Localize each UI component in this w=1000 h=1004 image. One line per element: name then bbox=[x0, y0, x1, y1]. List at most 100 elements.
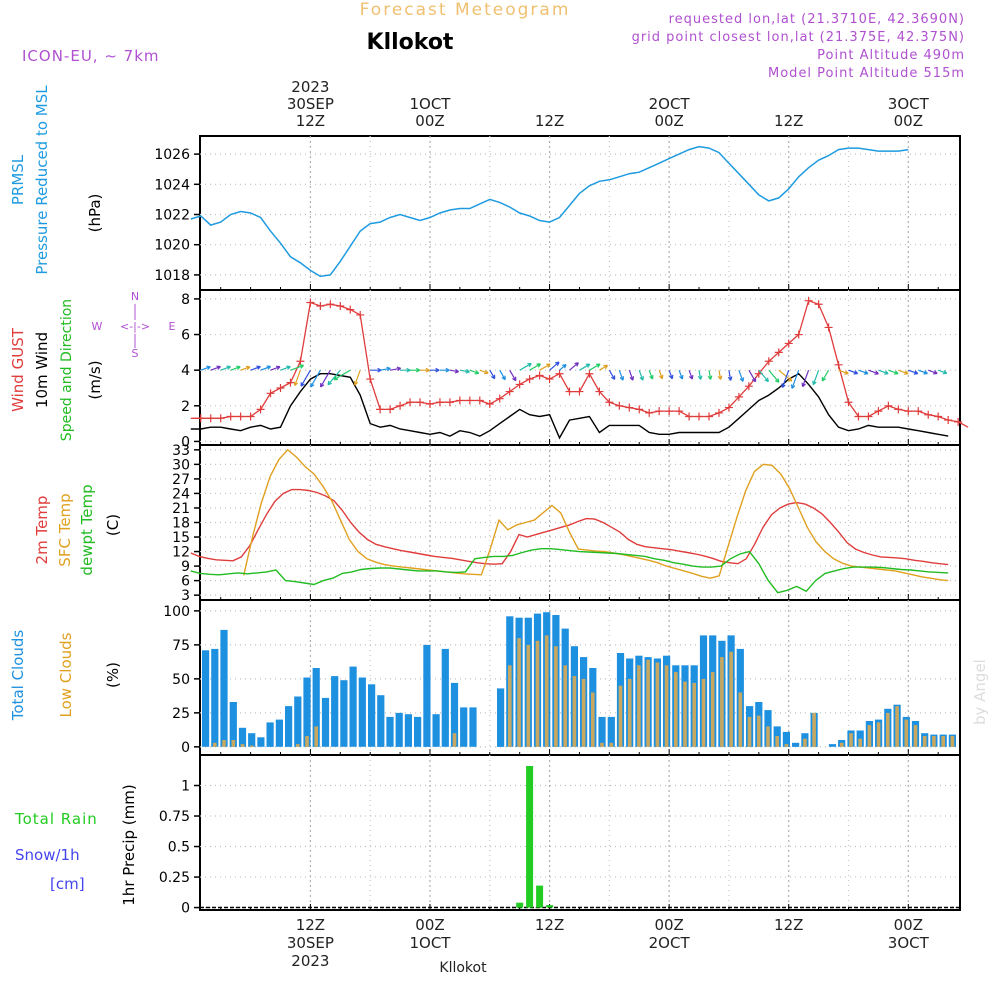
top-date-label: 1OCT bbox=[409, 95, 451, 113]
low-cloud-bar bbox=[544, 635, 549, 747]
gust-marker bbox=[445, 398, 454, 407]
gust-marker bbox=[645, 408, 654, 417]
total-cloud-bar bbox=[395, 712, 403, 747]
gust-marker bbox=[196, 414, 205, 423]
wind-direction-arrow bbox=[638, 369, 644, 381]
bottom-time-label: 12Z bbox=[774, 916, 803, 934]
gust-marker bbox=[485, 400, 494, 409]
wind-direction-arrow bbox=[717, 370, 723, 380]
low-cloud-bar bbox=[683, 681, 687, 747]
wind-direction-arrow bbox=[439, 367, 450, 373]
compass-west: W bbox=[92, 320, 103, 333]
low-cloud-bar bbox=[839, 742, 844, 747]
low-cloud-bar bbox=[849, 733, 853, 747]
gust-marker bbox=[834, 360, 843, 369]
gust-marker bbox=[326, 300, 335, 309]
y-tick-label-temperature: 6 bbox=[181, 574, 190, 590]
wind-direction-arrow bbox=[489, 369, 496, 380]
wind-direction-arrow bbox=[389, 366, 402, 372]
total-cloud-bar bbox=[358, 677, 366, 747]
low-cloud-bar bbox=[554, 646, 558, 747]
temp-sfc-label: SFC Temp bbox=[56, 493, 74, 566]
bottom-time-label: 12Z bbox=[535, 916, 564, 934]
rain-bar bbox=[536, 885, 544, 908]
gust-marker bbox=[924, 410, 933, 419]
wind-direction-arrow bbox=[200, 365, 211, 371]
wind-direction-arrow bbox=[821, 369, 830, 382]
wind-direction-arrow bbox=[300, 369, 311, 387]
low-cloud-bar bbox=[876, 722, 881, 747]
gust-marker bbox=[724, 403, 733, 412]
wind-direction-arrow bbox=[499, 369, 506, 381]
total-cloud-bar bbox=[349, 666, 357, 747]
gust-marker bbox=[954, 417, 963, 426]
temp-unit-label: (C) bbox=[104, 514, 122, 536]
wind-direction-arrow bbox=[210, 365, 221, 371]
precip-unit-label: 1hr Precip (mm) bbox=[120, 784, 138, 905]
low-cloud-bar bbox=[757, 715, 761, 747]
low-cloud-bar bbox=[213, 742, 217, 747]
wind-direction-arrow bbox=[529, 363, 542, 371]
low-cloud-bar bbox=[803, 738, 807, 747]
low-cloud-bar bbox=[812, 712, 816, 747]
wind-direction-arrow bbox=[509, 369, 517, 382]
y-tick-label-wind: 6 bbox=[181, 328, 190, 344]
top-time-label: 12Z bbox=[296, 112, 325, 130]
wind-direction-arrow bbox=[353, 369, 361, 386]
wind-10m-label: 10m Wind bbox=[33, 332, 51, 408]
wind-direction-arrow bbox=[410, 367, 421, 373]
y-tick-label-temperature: 15 bbox=[172, 530, 190, 546]
wind-direction-arrow bbox=[608, 369, 616, 380]
watermark: by Angel bbox=[971, 659, 989, 725]
low-cloud-bar bbox=[950, 736, 955, 747]
total-cloud-bar bbox=[202, 650, 210, 747]
y-tick-label-temperature: 24 bbox=[172, 486, 190, 502]
total-cloud-bar bbox=[294, 696, 302, 747]
low-cloud-bar bbox=[775, 736, 779, 747]
total-cloud-bar bbox=[386, 716, 394, 747]
total-clouds-label: Total Clouds bbox=[9, 630, 27, 722]
wind-direction-arrow bbox=[559, 364, 567, 371]
wind-direction-arrow bbox=[758, 369, 769, 383]
wind-direction-arrow bbox=[400, 367, 411, 373]
total-cloud-bar bbox=[792, 742, 800, 747]
gust-marker bbox=[685, 412, 694, 421]
wind-direction-arrow bbox=[589, 363, 601, 371]
location-title: Kllokot bbox=[367, 30, 454, 55]
top-time-label: 00Z bbox=[654, 112, 683, 130]
wind-direction-arrow bbox=[778, 369, 793, 382]
clouds-unit-label: (%) bbox=[104, 662, 122, 688]
wind-direction-arrow bbox=[380, 366, 391, 372]
wind-direction-arrow bbox=[519, 362, 532, 371]
total-cloud-bar bbox=[331, 676, 339, 747]
gust-marker bbox=[376, 405, 385, 414]
total-cloud-bar bbox=[377, 695, 385, 747]
low-cloud-bar bbox=[249, 745, 254, 747]
low-cloud-bar bbox=[858, 738, 862, 747]
rain-bar bbox=[546, 905, 554, 908]
bottom-year-label: 2023 bbox=[291, 952, 329, 970]
total-cloud-bar bbox=[285, 706, 293, 747]
total-cloud-bar bbox=[441, 648, 449, 747]
gust-marker bbox=[595, 387, 604, 396]
top-time-label: 12Z bbox=[774, 112, 803, 130]
gust-marker bbox=[515, 380, 524, 389]
wind-direction-arrow bbox=[320, 369, 331, 388]
bottom-date-label: 1OCT bbox=[409, 934, 451, 952]
wind-direction-arrow bbox=[688, 369, 694, 380]
low-cloud-bar bbox=[867, 725, 872, 747]
wind-direction-arrow bbox=[648, 369, 654, 380]
total-cloud-bar bbox=[312, 668, 320, 747]
compass-south: S bbox=[132, 347, 139, 360]
wind-direction-arrow bbox=[310, 369, 321, 388]
top-date-label: 30SEP bbox=[287, 95, 334, 113]
wind-direction-arrow bbox=[290, 364, 305, 371]
gust-marker bbox=[236, 412, 245, 421]
y-tick-label-pressure: 1020 bbox=[154, 238, 190, 254]
gust-marker bbox=[824, 323, 833, 332]
wind-direction-arrow bbox=[781, 369, 790, 389]
gust-marker bbox=[784, 339, 793, 348]
total-cloud-bar bbox=[275, 719, 283, 747]
